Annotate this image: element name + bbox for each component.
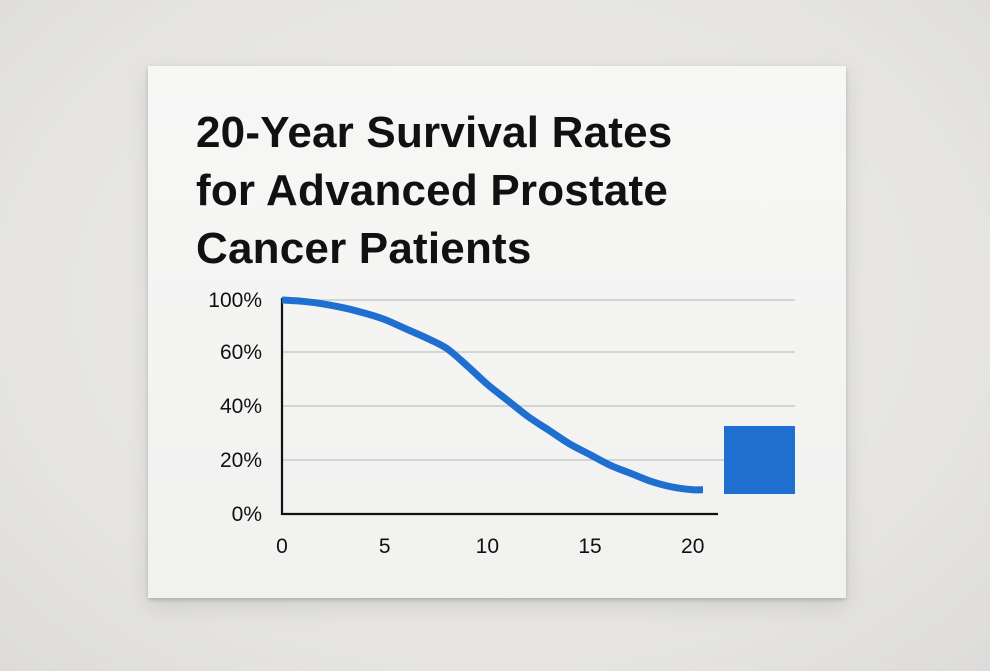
tick-labels: 0% 20% 40% 60% 100% 0 5 10 15 20	[208, 289, 704, 558]
chart-title-line-2: for Advanced Prostate	[196, 166, 669, 215]
chart-title-line-3: Cancer Patients	[196, 224, 532, 273]
chart-title: 20-Year Survival Rates for Advanced Pros…	[196, 104, 816, 278]
axes	[280, 298, 718, 516]
y-tick-label: 60%	[220, 341, 262, 364]
x-tick-label: 5	[379, 535, 391, 558]
legend	[724, 426, 795, 494]
chart-card	[148, 66, 846, 598]
y-tick-label: 40%	[220, 395, 262, 418]
y-tick-label: 100%	[208, 289, 262, 312]
x-tick-label: 10	[476, 535, 499, 558]
x-tick-label: 0	[276, 535, 288, 558]
legend-swatch	[724, 426, 795, 494]
chart-title-line-1: 20-Year Survival Rates	[196, 108, 673, 157]
data-series	[281, 296, 704, 494]
x-tick-label: 20	[681, 535, 704, 558]
y-tick-label: 20%	[220, 449, 262, 472]
grid-lines	[282, 299, 795, 461]
y-tick-label: 0%	[232, 503, 262, 526]
x-tick-label: 15	[578, 535, 601, 558]
survival-series-line	[281, 296, 704, 494]
